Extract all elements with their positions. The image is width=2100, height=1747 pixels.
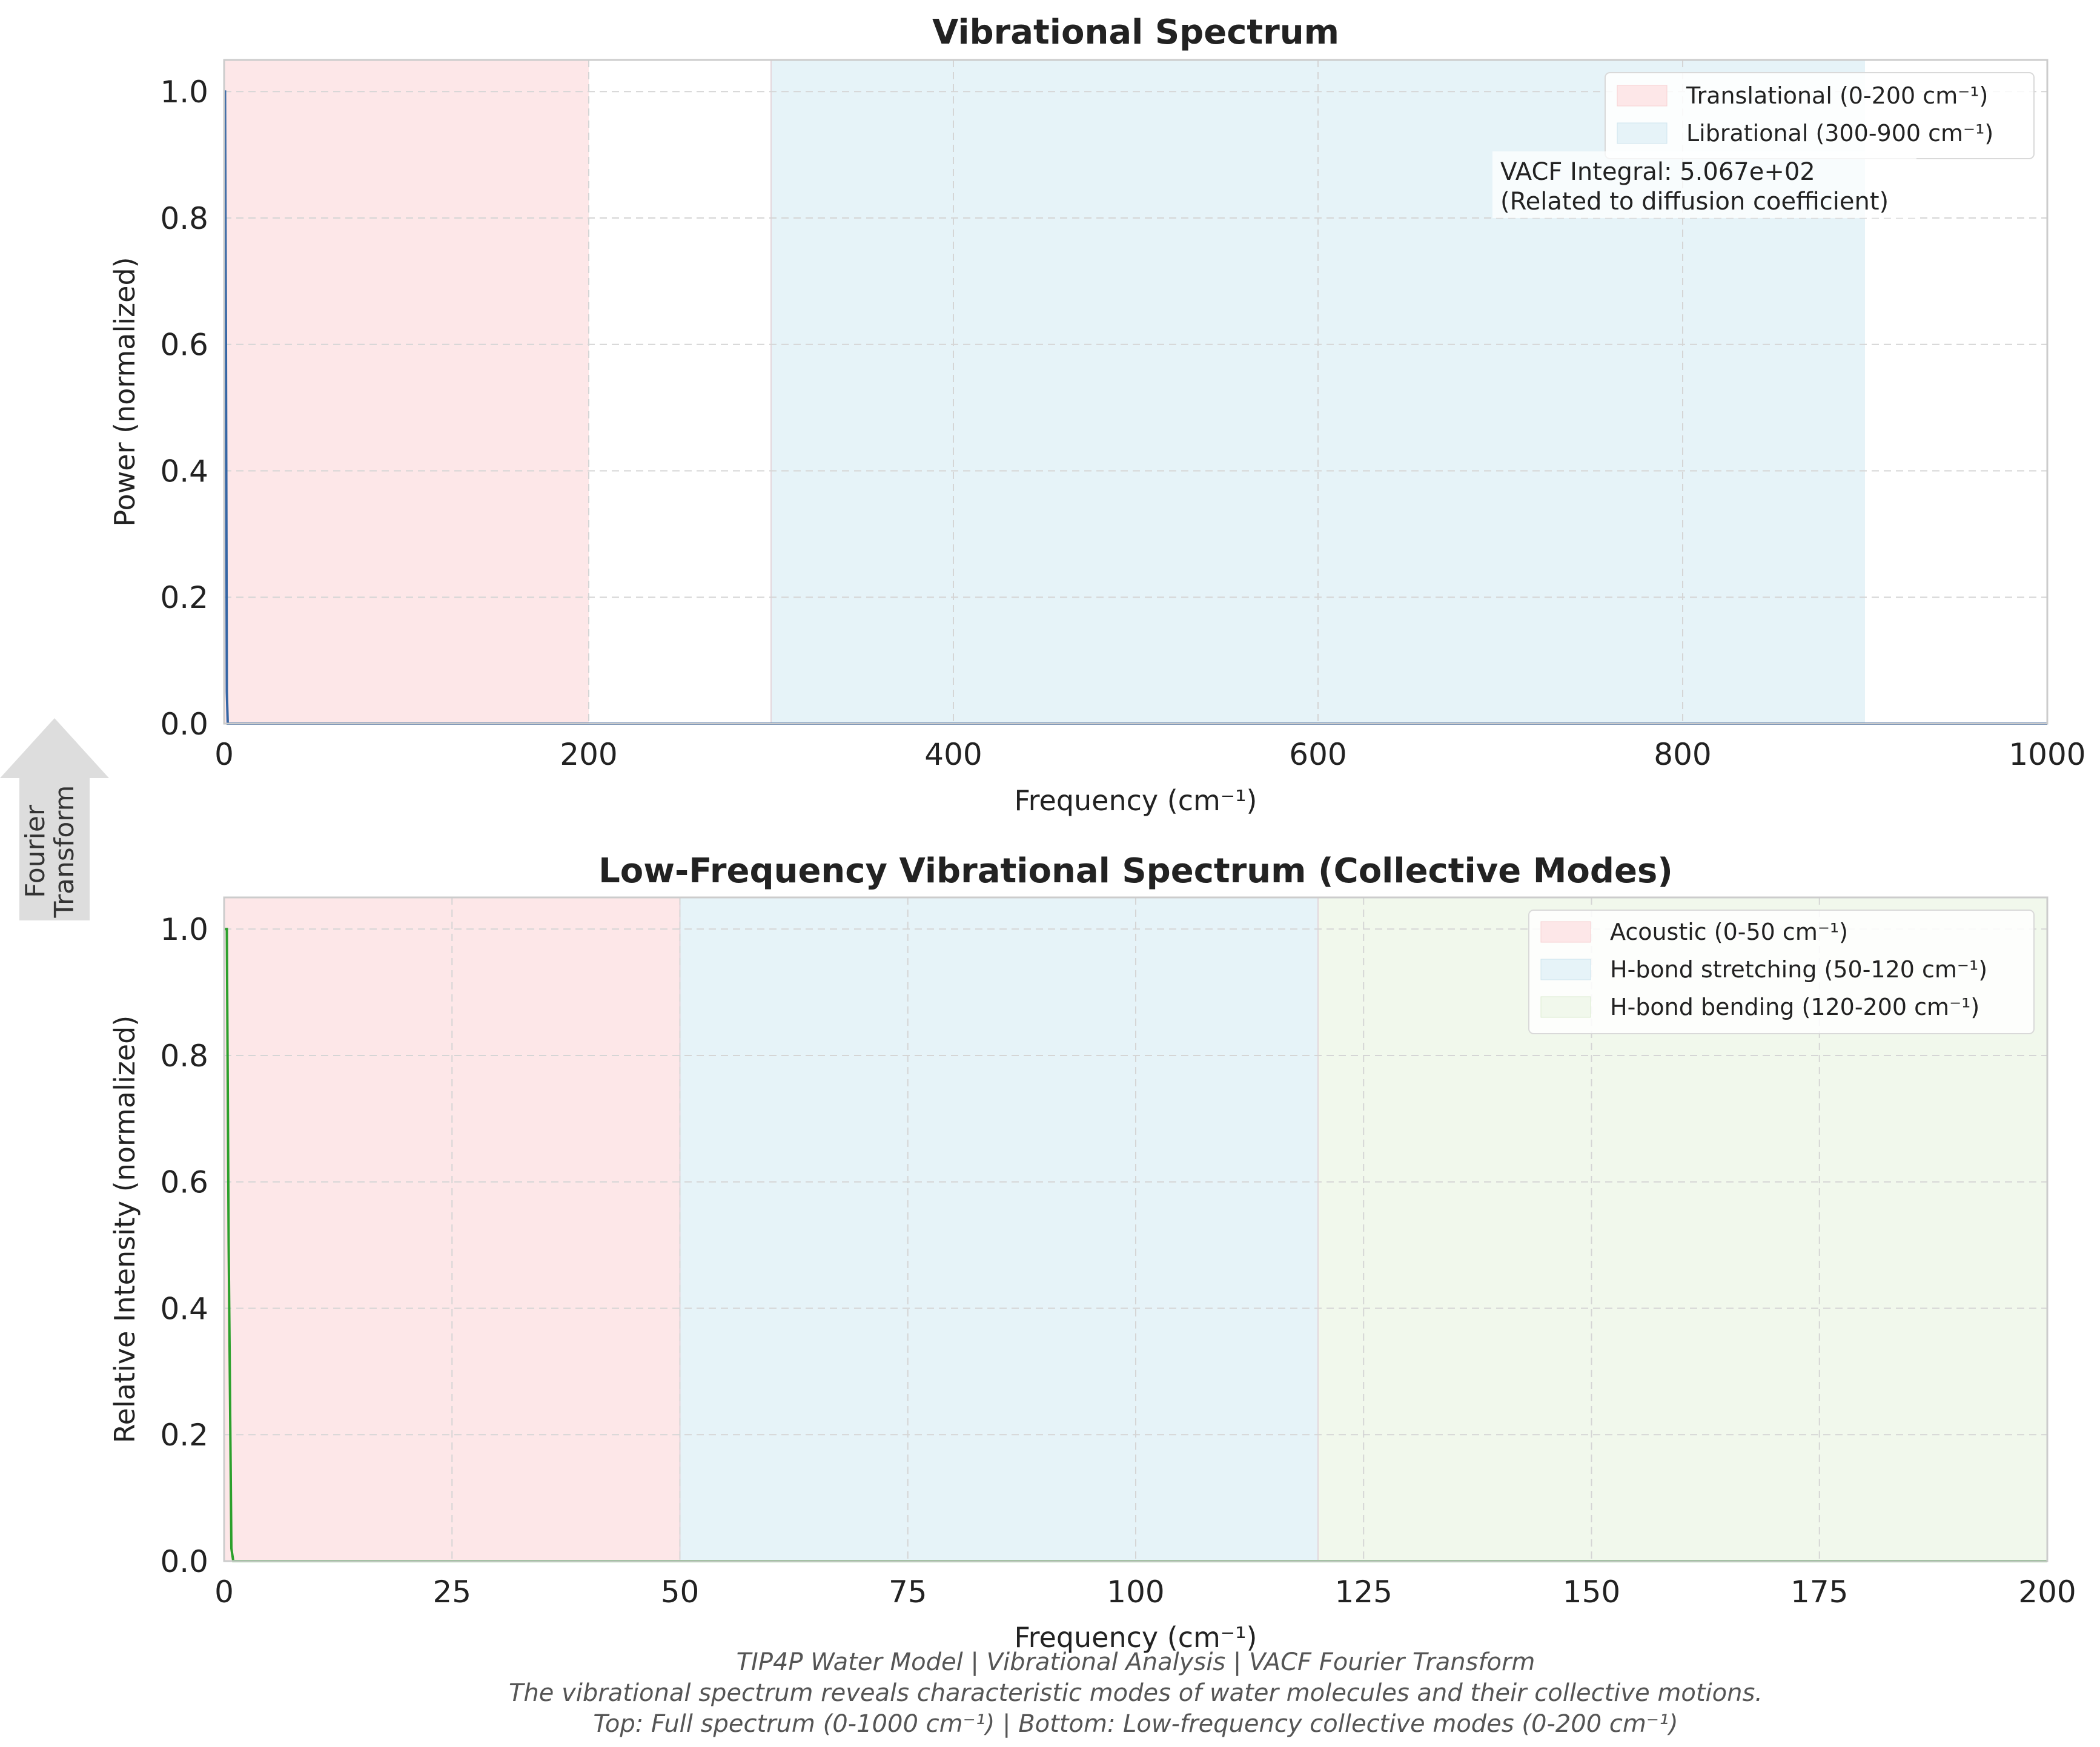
y-tick-label: 0.0 [160,707,208,742]
x-tick-label: 1000 [2009,737,2085,772]
x-tick-label: 50 [661,1574,700,1610]
y-tick-label: 0.0 [160,1544,208,1579]
legend-box [1528,910,2035,1034]
legend: Translational (0-200 cm⁻¹) Librational (… [1605,72,2035,159]
chart-title: Low-Frequency Vibrational Spectrum (Coll… [598,851,1673,891]
vacf-annotation: VACF Integral: 5.067e+02 (Related to dif… [1492,151,1916,218]
y-tick-label: 0.4 [160,1291,208,1326]
y-tick-label: 0.2 [160,1418,208,1453]
x-tick-label: 0 [214,1574,234,1610]
y-tick-label: 0.8 [160,1039,208,1074]
legend-swatch-translational [1617,85,1668,107]
y-tick-label: 1.0 [160,74,208,110]
plot-frame [223,59,2049,725]
up-arrow-icon [0,718,109,920]
arrow-label-line-2: Transform [49,785,80,919]
x-tick-label: 125 [1335,1574,1393,1610]
x-tick-label: 25 [432,1574,471,1610]
annotation-box [1492,151,1916,218]
y-tick-label: 0.2 [160,580,208,615]
fourier-transform-arrow: Fourier Transform [0,718,109,920]
y-tick-labels: 0.0 0.2 0.4 0.6 0.8 1.0 [160,912,208,1579]
legend-swatch-hbond-bending [1540,996,1591,1018]
x-tick-label: 600 [1289,737,1346,772]
x-tick-label: 800 [1654,737,1711,772]
vibrational-spectrum-chart: 0 200 400 600 800 1000 0.0 0.2 0.4 0.6 0.8 1.0 Vib… [108,13,2086,817]
y-tick-label: 0.6 [160,1165,208,1200]
chart-title: Vibrational Spectrum [932,13,1339,52]
y-tick-label: 0.6 [160,328,208,363]
x-tick-label: 0 [214,737,234,772]
legend-swatch-acoustic [1540,921,1591,943]
x-axis-label: Frequency (cm⁻¹) [1015,1621,1257,1654]
x-tick-label: 75 [889,1574,927,1610]
y-axis-label: Power (normalized) [108,257,141,526]
x-axis-label: Frequency (cm⁻¹) [1015,784,1257,817]
band-1 [680,897,1318,1561]
legend-label-hbond-stretching: H-bond stretching (50-120 cm⁻¹) [1610,956,1987,983]
x-tick-label: 200 [560,737,617,772]
plot-frame [223,896,2049,1562]
annotation-line-1: VACF Integral: 5.067e+02 [1500,158,1815,186]
legend-swatch-hbond-stretching [1540,959,1591,980]
footer-line-1: TIP4P Water Model | Vibrational Analysis… [737,1648,1535,1676]
footer: TIP4P Water Model | Vibrational Analysis… [509,1648,1763,1738]
y-axis-label: Relative Intensity (normalized) [108,1016,141,1443]
x-tick-label: 150 [1563,1574,1620,1610]
legend-label-hbond-bending: H-bond bending (120-200 cm⁻¹) [1610,994,1979,1020]
footer-line-3: Top: Full spectrum (0-1000 cm⁻¹) | Botto… [593,1710,1678,1738]
arrow-label-line-1: Fourier [20,804,51,898]
legend-label-acoustic: Acoustic (0-50 cm⁻¹) [1610,919,1848,945]
legend-label-translational: Translational (0-200 cm⁻¹) [1686,82,1988,109]
band-0 [224,60,589,724]
legend: Acoustic (0-50 cm⁻¹) H-bond stretching (… [1528,910,2035,1034]
y-tick-label: 0.8 [160,201,208,236]
low-frequency-spectrum-chart: 0 25 50 75 100 125 150 175 200 0.0 0.2 0.4 0.6 0.8 1.… [108,851,2076,1654]
legend-swatch-librational [1617,122,1668,144]
x-tick-label: 200 [2018,1574,2076,1610]
x-tick-label: 400 [924,737,982,772]
legend-label-librational: Librational (300-900 cm⁻¹) [1686,120,1993,147]
x-tick-labels: 0 200 400 600 800 1000 [214,737,2086,772]
footer-line-2: The vibrational spectrum reveals charact… [509,1679,1763,1707]
annotation-line-2: (Related to diffusion coefficient) [1500,188,1889,216]
y-tick-label: 0.4 [160,454,208,489]
y-tick-labels: 0.0 0.2 0.4 0.6 0.8 1.0 [160,74,208,742]
y-tick-label: 1.0 [160,912,208,947]
x-tick-label: 175 [1790,1574,1848,1610]
x-tick-labels: 0 25 50 75 100 125 150 175 200 [214,1574,2076,1610]
x-tick-label: 100 [1107,1574,1164,1610]
